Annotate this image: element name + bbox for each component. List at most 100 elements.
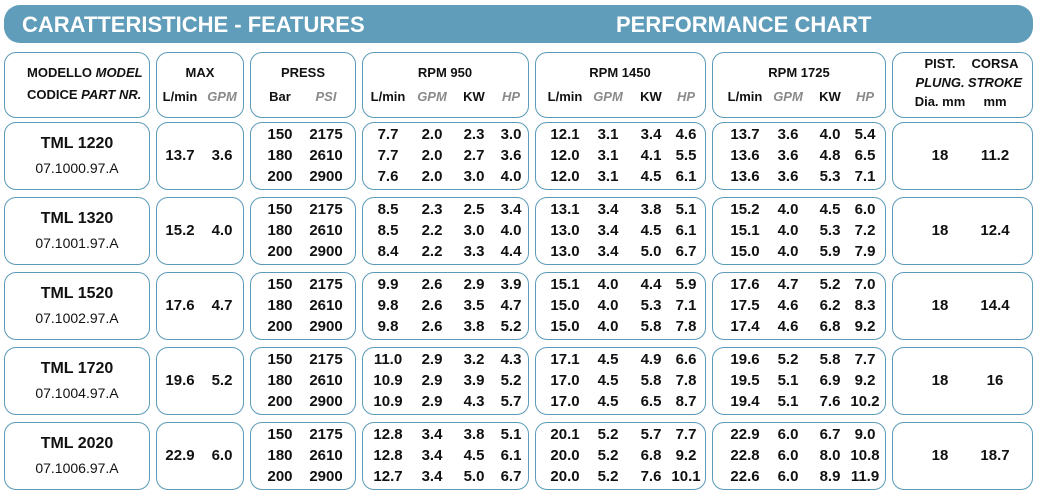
rpm-value: 2.6 <box>421 297 443 314</box>
rpm-value: 5.2 <box>777 351 799 368</box>
rpm-value: 7.9 <box>854 243 876 260</box>
row-cell <box>362 197 529 265</box>
rpm-value: 17.0 <box>550 393 580 410</box>
row-cell <box>712 197 886 265</box>
rpm-value: 6.8 <box>819 318 841 335</box>
rpm-value: 5.8 <box>819 351 841 368</box>
rpm-value: 5.3 <box>819 168 841 185</box>
rpm-value: 3.4 <box>421 426 443 443</box>
press-bar: 200 <box>267 468 293 485</box>
rpm-unit: KW <box>819 89 841 104</box>
spec-header: PLUNG. <box>915 75 965 90</box>
rpm-value: 5.2 <box>597 426 619 443</box>
rpm-value: 9.0 <box>854 426 876 443</box>
rpm-value: 8.4 <box>377 243 399 260</box>
plunger-dia: 18 <box>931 147 949 164</box>
rpm-value: 12.1 <box>550 126 580 143</box>
row-cell <box>712 422 886 490</box>
rpm-value: 7.7 <box>377 147 399 164</box>
rpm-value: 13.0 <box>550 222 580 239</box>
rpm-value: 8.7 <box>675 393 697 410</box>
header-cell <box>4 52 150 118</box>
rpm-value: 6.9 <box>819 372 841 389</box>
model-name: TML 1320 <box>40 210 114 227</box>
rpm-value: 4.5 <box>597 393 619 410</box>
row-cell <box>892 122 1033 190</box>
row-cell <box>892 197 1033 265</box>
rpm-value: 2.0 <box>421 168 443 185</box>
press-bar: 180 <box>267 447 293 464</box>
rpm-value: 5.2 <box>819 276 841 293</box>
rpm-value: 5.0 <box>640 243 662 260</box>
rpm-value: 3.1 <box>597 147 619 164</box>
rpm-value: 2.9 <box>463 276 485 293</box>
press-bar: 150 <box>267 201 293 218</box>
row-cell <box>535 122 706 190</box>
rpm-unit: HP <box>676 89 696 104</box>
rpm-value: 6.8 <box>640 447 662 464</box>
model-name: TML 1220 <box>40 135 114 152</box>
rpm-value: 3.4 <box>640 126 662 143</box>
press-psi: 2610 <box>309 147 343 164</box>
rpm-value: 20.0 <box>550 447 580 464</box>
row-cell <box>4 422 150 490</box>
rpm-value: 3.1 <box>597 168 619 185</box>
press-bar: 180 <box>267 222 293 239</box>
max-lmin: 22.9 <box>165 447 195 464</box>
rpm-value: 3.5 <box>463 297 485 314</box>
rpm-value: 3.0 <box>463 222 485 239</box>
press-bar: 150 <box>267 276 293 293</box>
rpm-value: 4.7 <box>500 297 522 314</box>
header-cell <box>892 52 1033 118</box>
rpm-value: 5.5 <box>675 147 697 164</box>
rpm-title: RPM 1725 <box>768 65 830 80</box>
header-cell <box>712 52 886 118</box>
rpm-value: 19.4 <box>730 393 760 410</box>
row-cell <box>892 272 1033 340</box>
rpm-value: 12.8 <box>373 447 403 464</box>
rpm-value: 8.9 <box>819 468 841 485</box>
rpm-value: 3.4 <box>421 447 443 464</box>
rpm-value: 10.1 <box>671 468 701 485</box>
rpm-value: 6.7 <box>819 426 841 443</box>
press-psi: 2610 <box>309 447 343 464</box>
press-psi: 2175 <box>309 351 343 368</box>
rpm-value: 3.8 <box>463 426 485 443</box>
rpm-title: RPM 950 <box>417 65 473 80</box>
row-cell <box>535 272 706 340</box>
row-cell <box>156 422 244 490</box>
rpm-value: 2.5 <box>463 201 485 218</box>
rpm-value: 4.5 <box>597 372 619 389</box>
part-code: 07.1001.97.A <box>35 235 119 251</box>
rpm-unit: KW <box>463 89 485 104</box>
press-psi: 2610 <box>309 222 343 239</box>
spec-header: STROKE <box>967 75 1023 90</box>
row-cell <box>712 272 886 340</box>
max-lmin: 13.7 <box>165 147 195 164</box>
press-title: PRESS <box>280 65 326 80</box>
rpm-value: 17.4 <box>730 318 760 335</box>
rpm-value: 15.0 <box>550 318 580 335</box>
rpm-value: 9.9 <box>377 276 399 293</box>
rpm-unit: GPM <box>773 89 803 104</box>
rpm-value: 5.1 <box>675 201 697 218</box>
press-psi: 2900 <box>309 168 343 185</box>
rpm-value: 12.0 <box>550 147 580 164</box>
max-unit: L/min <box>162 89 198 104</box>
header-cell <box>250 52 356 118</box>
press-psi: 2900 <box>309 318 343 335</box>
press-psi: 2900 <box>309 243 343 260</box>
rpm-value: 7.6 <box>377 168 399 185</box>
rpm-value: 7.2 <box>854 222 876 239</box>
rpm-value: 7.6 <box>819 393 841 410</box>
rpm-value: 12.7 <box>373 468 403 485</box>
rpm-value: 13.7 <box>730 126 760 143</box>
row-cell <box>362 422 529 490</box>
rpm-value: 4.5 <box>640 222 662 239</box>
model-name: TML 2020 <box>40 435 114 452</box>
rpm-value: 9.8 <box>377 297 399 314</box>
rpm-value: 5.9 <box>675 276 697 293</box>
rpm-value: 4.5 <box>463 447 485 464</box>
rpm-value: 5.8 <box>640 318 662 335</box>
